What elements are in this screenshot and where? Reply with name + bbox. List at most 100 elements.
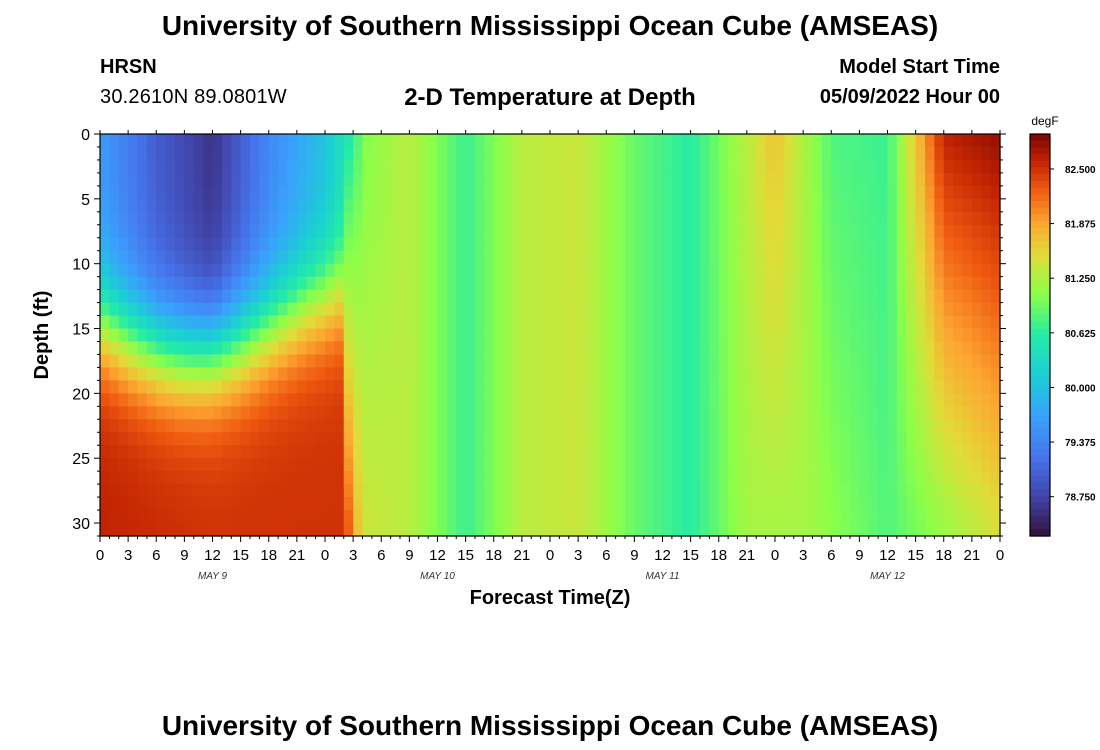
heatmap-cell xyxy=(250,380,260,394)
heatmap-cell xyxy=(137,458,148,472)
heatmap-cell xyxy=(371,198,382,213)
colorbar-segment xyxy=(1030,328,1050,336)
heatmap-cell xyxy=(475,134,485,148)
heatmap-cell xyxy=(212,354,223,369)
heatmap-cell xyxy=(925,471,935,485)
heatmap-cell xyxy=(775,484,785,498)
heatmap-cell xyxy=(718,224,729,239)
heatmap-cell xyxy=(418,341,429,356)
heatmap-cell xyxy=(437,198,448,213)
heatmap-cell xyxy=(306,328,317,343)
heatmap-cell xyxy=(287,159,298,174)
heatmap-cell xyxy=(981,289,992,304)
heatmap-cell xyxy=(428,315,439,330)
heatmap-cell xyxy=(718,484,729,498)
heatmap-cell xyxy=(156,134,167,148)
heatmap-cell xyxy=(203,302,214,317)
heatmap-cell xyxy=(296,198,307,213)
heatmap-cell xyxy=(803,159,814,174)
heatmap-cell xyxy=(709,224,720,239)
heatmap-cell xyxy=(990,497,1001,511)
heatmap-cell xyxy=(728,211,739,226)
heatmap-cell xyxy=(503,134,514,148)
heatmap-cell xyxy=(193,458,204,472)
heatmap-cell xyxy=(250,484,260,498)
heatmap-cell xyxy=(475,497,485,511)
heatmap-cell xyxy=(587,159,598,174)
heatmap-cell xyxy=(512,458,523,472)
heatmap-cell xyxy=(943,250,954,265)
heatmap-cell xyxy=(934,224,945,239)
heatmap-cell xyxy=(521,471,532,485)
heatmap-cell xyxy=(137,432,148,446)
heatmap-cell xyxy=(287,198,298,213)
heatmap-cell xyxy=(334,172,345,187)
heatmap-cell xyxy=(934,302,945,317)
heatmap-cell xyxy=(718,250,729,265)
heatmap-cell xyxy=(540,497,551,511)
heatmap-cell xyxy=(925,419,935,433)
heatmap-cell xyxy=(231,250,242,265)
heatmap-cell xyxy=(390,432,401,446)
heatmap-cell xyxy=(156,276,167,291)
heatmap-cell xyxy=(165,471,176,485)
heatmap-cell xyxy=(653,328,664,343)
heatmap-cell xyxy=(625,315,635,330)
heatmap-cell xyxy=(634,224,645,239)
heatmap-cell xyxy=(803,341,814,356)
heatmap-cell xyxy=(765,523,776,537)
heatmap-cell xyxy=(850,276,860,291)
heatmap-cell xyxy=(221,393,232,407)
heatmap-cell xyxy=(803,432,814,446)
heatmap-cell xyxy=(315,419,326,433)
heatmap-cell xyxy=(231,432,242,446)
heatmap-cell xyxy=(231,380,242,394)
heatmap-cell xyxy=(278,250,289,265)
heatmap-cell xyxy=(859,458,870,472)
heatmap-cell xyxy=(709,406,720,420)
heatmap-cell xyxy=(175,471,185,485)
heatmap-cell xyxy=(934,393,945,407)
heatmap-cell xyxy=(118,250,129,265)
heatmap-cell xyxy=(756,276,767,291)
heatmap-cell xyxy=(118,484,129,498)
heatmap-cell xyxy=(859,419,870,433)
heatmap-cell xyxy=(362,159,373,174)
heatmap-cell xyxy=(465,146,476,161)
heatmap-cell xyxy=(784,458,795,472)
heatmap-cell xyxy=(953,159,964,174)
heatmap-cell xyxy=(334,497,345,511)
heatmap-cell xyxy=(212,302,223,317)
heatmap-cell xyxy=(718,458,729,472)
heatmap-cell xyxy=(765,198,776,213)
heatmap-cell xyxy=(896,315,907,330)
heatmap-cell xyxy=(990,198,1001,213)
heatmap-cell xyxy=(390,393,401,407)
heatmap-cell xyxy=(531,263,542,278)
heatmap-cell xyxy=(850,380,860,394)
heatmap-cell xyxy=(953,263,964,278)
heatmap-cell xyxy=(146,185,157,200)
heatmap-cell xyxy=(925,146,935,161)
heatmap-cell xyxy=(109,250,120,265)
heatmap-cell xyxy=(315,302,326,317)
heatmap-cell xyxy=(718,510,729,524)
heatmap-cell xyxy=(615,172,626,187)
heatmap-cell xyxy=(184,380,195,394)
heatmap-cell xyxy=(100,328,110,343)
heatmap-cell xyxy=(100,484,110,498)
heatmap-cell xyxy=(259,445,270,459)
heatmap-cell xyxy=(409,471,420,485)
heatmap-cell xyxy=(531,523,542,537)
heatmap-cell xyxy=(137,341,148,356)
heatmap-cell xyxy=(971,302,982,317)
heatmap-cell xyxy=(559,432,570,446)
heatmap-cell xyxy=(746,276,757,291)
heatmap-cell xyxy=(943,302,954,317)
heatmap-cell xyxy=(418,315,429,330)
heatmap-cell xyxy=(503,237,514,252)
heatmap-cell xyxy=(812,172,823,187)
heatmap-cell xyxy=(362,146,373,161)
heatmap-cell xyxy=(540,211,551,226)
heatmap-cell xyxy=(540,367,551,381)
